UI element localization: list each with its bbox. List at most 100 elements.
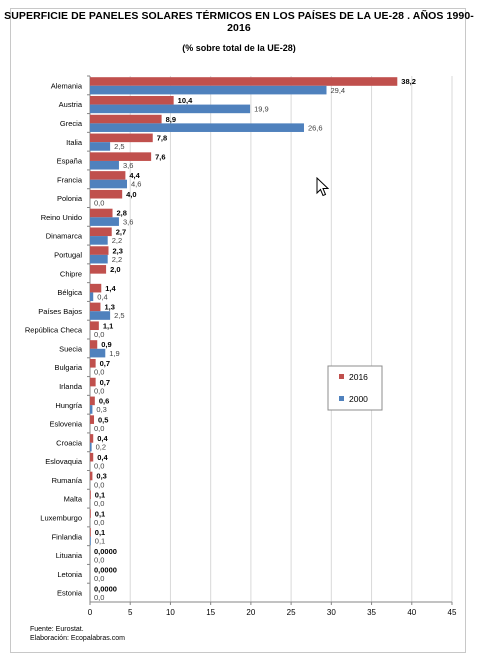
x-tick-label: 30 [327, 608, 336, 617]
data-label-2000: 29,4 [331, 86, 346, 95]
category-label: República Checa [25, 326, 83, 335]
data-label-2000: 0,1 [95, 537, 105, 546]
bar-2000 [90, 442, 92, 452]
x-tick-label: 0 [88, 608, 93, 617]
data-label-2000: 3,6 [123, 217, 133, 226]
data-label-2000: 4,6 [131, 180, 141, 189]
data-label-2016: 1,1 [103, 321, 113, 330]
data-label-2016: 0,0000 [94, 566, 117, 575]
bar-2016 [90, 77, 398, 86]
bar-2000 [90, 254, 108, 264]
bar-2016 [90, 358, 96, 368]
data-label-2000: 26,6 [308, 123, 323, 132]
bar-2016 [90, 452, 94, 462]
data-label-2000: 0,2 [96, 443, 106, 452]
source-note: Fuente: Eurostat. Elaboración: Ecopalabr… [30, 625, 125, 643]
data-label-2000: 0,0 [94, 593, 104, 602]
data-label-2000: 0,0 [94, 424, 104, 433]
category-label: Rumanía [52, 476, 83, 485]
category-label: Italia [66, 138, 83, 147]
bar-2016 [90, 377, 96, 387]
data-label-2016: 4,0 [126, 190, 136, 199]
data-label-2016: 0,1 [95, 509, 105, 518]
category-label: Países Bajos [38, 307, 82, 316]
category-label: Grecia [60, 119, 83, 128]
x-tick-label: 40 [407, 608, 416, 617]
chart-frame [10, 8, 466, 653]
legend-label-2016: 2016 [349, 372, 368, 382]
category-label: Lituania [56, 551, 83, 560]
bar-2016 [90, 265, 107, 274]
data-label-2016: 0,6 [99, 397, 109, 406]
data-label-2000: 2,5 [114, 311, 124, 320]
bar-2000 [90, 142, 111, 151]
category-label: Irlanda [59, 382, 83, 391]
bar-2016 [90, 208, 113, 218]
data-label-2016: 0,4 [97, 453, 108, 462]
bar-2000 [90, 405, 93, 414]
data-label-2000: 0,0 [94, 574, 104, 583]
data-label-2016: 10,4 [178, 96, 193, 105]
category-label: Polonia [57, 194, 83, 203]
bar-2000 [90, 123, 304, 132]
bar-2016 [90, 246, 109, 255]
bar-2016 [90, 490, 91, 500]
data-label-2016: 1,3 [104, 303, 114, 312]
credit-text: Elaboración: Ecopalabras.com [30, 635, 125, 642]
data-label-2016: 4,4 [129, 171, 140, 180]
category-label: Letonia [57, 570, 82, 579]
category-label: Finlandia [52, 532, 83, 541]
data-label-2016: 0,5 [98, 415, 108, 424]
legend-label-2000: 2000 [349, 394, 368, 404]
bar-2016 [90, 434, 94, 443]
x-tick-label: 5 [128, 608, 133, 617]
bar-2000 [90, 104, 251, 114]
data-label-2016: 8,9 [166, 115, 176, 124]
bar-2016 [90, 227, 112, 237]
data-label-2000: 0,0 [94, 518, 104, 527]
data-label-2016: 0,4 [97, 434, 108, 443]
legend-swatch-2000 [339, 396, 344, 401]
data-label-2000: 3,6 [123, 161, 133, 170]
bar-2016 [90, 321, 99, 331]
data-label-2016: 0,1 [95, 490, 105, 499]
category-label: Reino Unido [41, 213, 82, 222]
data-label-2016: 0,7 [100, 378, 110, 387]
data-label-2000: 0,3 [96, 405, 106, 414]
data-label-2000: 0,0 [94, 330, 104, 339]
data-label-2016: 0,1 [95, 528, 105, 537]
bar-2016 [90, 189, 123, 199]
source-text: Fuente: Eurostat. [30, 626, 84, 633]
legend-swatch-2016 [339, 374, 344, 379]
bar-2016 [90, 528, 91, 537]
category-label: Eslovaquia [45, 457, 83, 466]
bar-2000 [90, 217, 119, 226]
data-label-2000: 2,5 [114, 142, 124, 151]
category-label: Dinamarca [46, 232, 83, 241]
category-label: Estonia [57, 589, 83, 598]
chart-title: SUPERFICIE DE PANELES SOLARES TÉRMICOS E… [4, 10, 474, 34]
category-label: Suecia [59, 344, 83, 353]
chart-subtitle: (% sobre total de la UE-28) [182, 43, 296, 53]
mouse-pointer-icon [316, 177, 330, 197]
data-label-2016: 7,6 [155, 152, 165, 161]
x-tick-label: 10 [166, 608, 175, 617]
category-label: Bélgica [57, 288, 82, 297]
category-label: Hungría [55, 401, 83, 410]
category-label: Bulgaria [54, 363, 82, 372]
category-label: Eslovenia [49, 420, 82, 429]
category-label: Chipre [60, 269, 82, 278]
bar-2000 [90, 179, 128, 189]
category-label: Portugal [54, 250, 82, 259]
data-label-2016: 38,2 [401, 77, 416, 86]
category-label: Austria [59, 100, 83, 109]
bar-2000 [90, 311, 111, 320]
data-label-2000: 0,0 [94, 555, 104, 564]
data-label-2000: 0,0 [94, 368, 104, 377]
bar-2016 [90, 471, 93, 481]
bar-2016 [90, 133, 153, 143]
bar-2016 [90, 95, 174, 105]
category-label: España [57, 157, 83, 166]
data-label-2000: 19,9 [254, 105, 269, 114]
